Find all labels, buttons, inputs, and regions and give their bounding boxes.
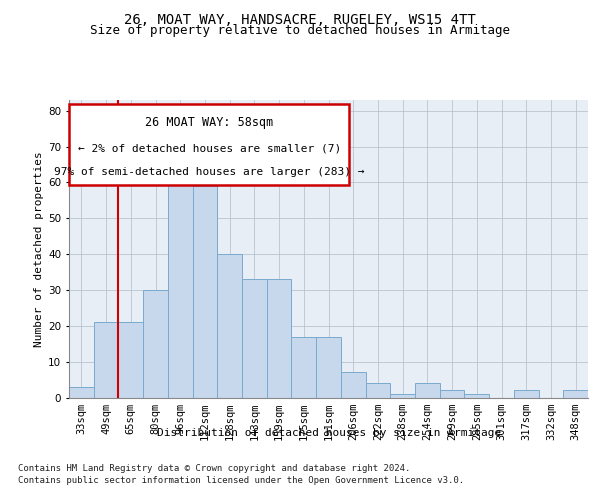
Text: Contains public sector information licensed under the Open Government Licence v3: Contains public sector information licen…: [18, 476, 464, 485]
Bar: [316, 336, 341, 398]
Bar: [118, 322, 143, 398]
Bar: [193, 186, 217, 398]
Bar: [415, 383, 440, 398]
Bar: [292, 336, 316, 398]
Text: 97% of semi-detached houses are larger (283) →: 97% of semi-detached houses are larger (…: [54, 166, 364, 176]
Text: Size of property relative to detached houses in Armitage: Size of property relative to detached ho…: [90, 24, 510, 37]
Text: Contains HM Land Registry data © Crown copyright and database right 2024.: Contains HM Land Registry data © Crown c…: [18, 464, 410, 473]
Bar: [94, 322, 118, 398]
Text: 26 MOAT WAY: 58sqm: 26 MOAT WAY: 58sqm: [145, 116, 273, 130]
Text: ← 2% of detached houses are smaller (7): ← 2% of detached houses are smaller (7): [77, 144, 341, 154]
Bar: [69, 386, 94, 398]
Bar: [168, 161, 193, 398]
Bar: [464, 394, 489, 398]
Bar: [365, 383, 390, 398]
Bar: [341, 372, 365, 398]
Y-axis label: Number of detached properties: Number of detached properties: [34, 151, 44, 346]
FancyBboxPatch shape: [69, 104, 349, 185]
Bar: [217, 254, 242, 398]
Bar: [514, 390, 539, 398]
Bar: [390, 394, 415, 398]
Bar: [563, 390, 588, 398]
Bar: [143, 290, 168, 398]
Bar: [242, 279, 267, 398]
Text: Distribution of detached houses by size in Armitage: Distribution of detached houses by size …: [157, 428, 501, 438]
Text: 26, MOAT WAY, HANDSACRE, RUGELEY, WS15 4TT: 26, MOAT WAY, HANDSACRE, RUGELEY, WS15 4…: [124, 12, 476, 26]
Bar: [267, 279, 292, 398]
Bar: [440, 390, 464, 398]
